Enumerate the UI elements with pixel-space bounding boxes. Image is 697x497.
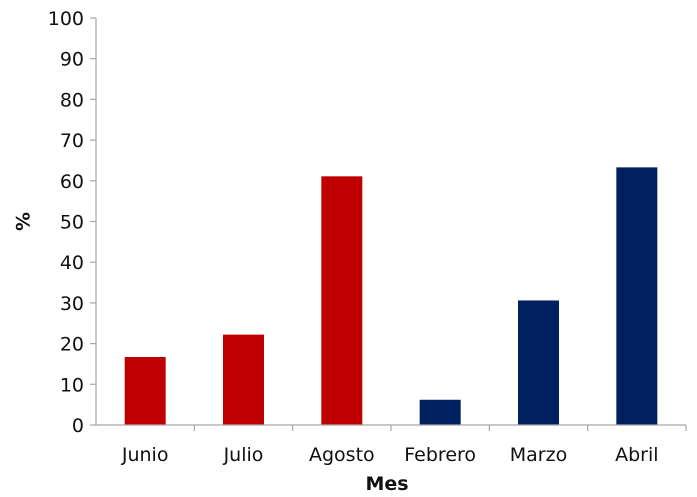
bar-junio: [124, 357, 166, 425]
x-tick-label-febrero: Febrero: [404, 444, 476, 466]
x-tick-label-agosto: Agosto: [309, 444, 375, 466]
y-axis-ticks: 0 10 20 30 40 50 60 70 80 90 100: [48, 8, 96, 437]
x-axis-labels: Junio Julio Agosto Febrero Marzo Abril: [121, 425, 687, 466]
y-tick-label: 80: [60, 89, 84, 111]
bar-julio: [223, 334, 264, 425]
y-tick-label: 40: [60, 252, 84, 274]
y-tick-label: 50: [60, 212, 84, 234]
bar-agosto: [321, 176, 363, 425]
y-tick-label: 90: [60, 49, 84, 71]
bar-febrero: [419, 399, 461, 425]
y-tick-label: 60: [60, 171, 84, 193]
y-tick-label: 20: [60, 334, 84, 356]
y-tick-label: 70: [60, 130, 84, 152]
x-tick-label-julio: Julio: [223, 444, 264, 466]
y-axis-title: %: [13, 212, 35, 231]
bars-group: [124, 167, 658, 425]
x-axis-title: Mes: [365, 473, 408, 495]
y-tick-label: 100: [48, 8, 84, 30]
x-tick-label-junio: Junio: [121, 444, 169, 466]
bar-abril: [616, 167, 658, 425]
bar-marzo: [518, 300, 559, 425]
x-tick-label-abril: Abril: [615, 444, 658, 466]
y-tick-label: 10: [60, 374, 84, 396]
x-tick-label-marzo: Marzo: [510, 444, 567, 466]
y-tick-label: 30: [60, 293, 84, 315]
y-tick-label: 0: [72, 415, 84, 437]
